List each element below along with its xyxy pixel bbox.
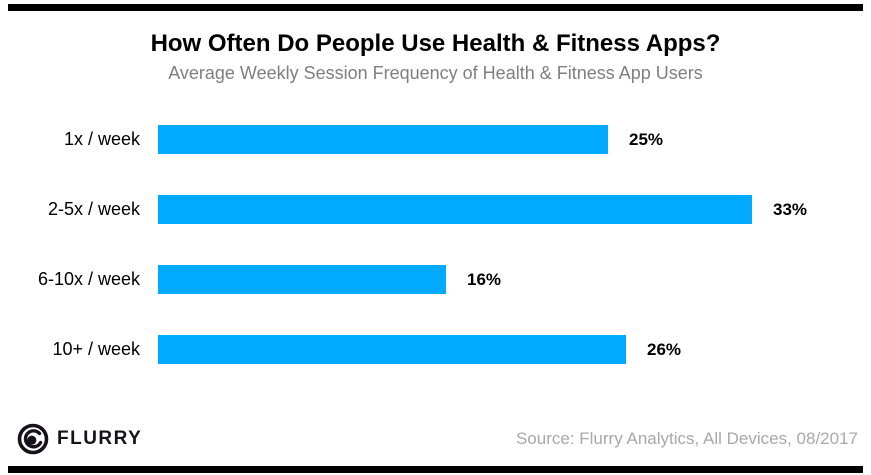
- chart-row: 10+ / week 26%: [0, 315, 871, 385]
- footer: FLURRY Source: Flurry Analytics, All Dev…: [17, 423, 858, 455]
- bar: [158, 195, 752, 225]
- flurry-wordmark: FLURRY: [57, 428, 143, 449]
- flurry-swirl-icon: [17, 423, 49, 455]
- bottom-rule: [8, 466, 863, 473]
- source-caption: Source: Flurry Analytics, All Devices, 0…: [515, 429, 858, 448]
- value-label: 16%: [467, 269, 502, 289]
- value-label: 26%: [647, 339, 682, 359]
- bar: [158, 125, 608, 155]
- bar: [158, 265, 446, 295]
- category-label: 10+ / week: [52, 339, 140, 360]
- bar: [158, 335, 626, 365]
- bar-track: 25%: [158, 125, 871, 155]
- value-label: 33%: [773, 199, 808, 219]
- bar-track: 16%: [158, 265, 871, 295]
- flurry-logo: FLURRY: [17, 423, 142, 455]
- bar-track: 33%: [158, 195, 871, 225]
- category-label: 6-10x / week: [37, 269, 140, 290]
- category-label: 1x / week: [63, 129, 140, 150]
- category-label: 2-5x / week: [47, 199, 140, 220]
- chart-row: 6-10x / week 16%: [0, 245, 871, 315]
- value-label: 25%: [629, 129, 664, 149]
- bar-chart: 1x / week 25% 2-5x / week 33% 6-10x / week 16…: [0, 105, 871, 385]
- chart-subtitle: Average Weekly Session Frequency of Heal…: [168, 62, 703, 83]
- chart-title: How Often Do People Use Health & Fitness…: [150, 30, 721, 57]
- top-rule: [8, 4, 863, 11]
- chart-header: How Often Do People Use Health & Fitness…: [0, 0, 871, 84]
- bar-track: 26%: [158, 335, 871, 365]
- chart-row: 1x / week 25%: [0, 105, 871, 175]
- chart-row: 2-5x / week 33%: [0, 175, 871, 245]
